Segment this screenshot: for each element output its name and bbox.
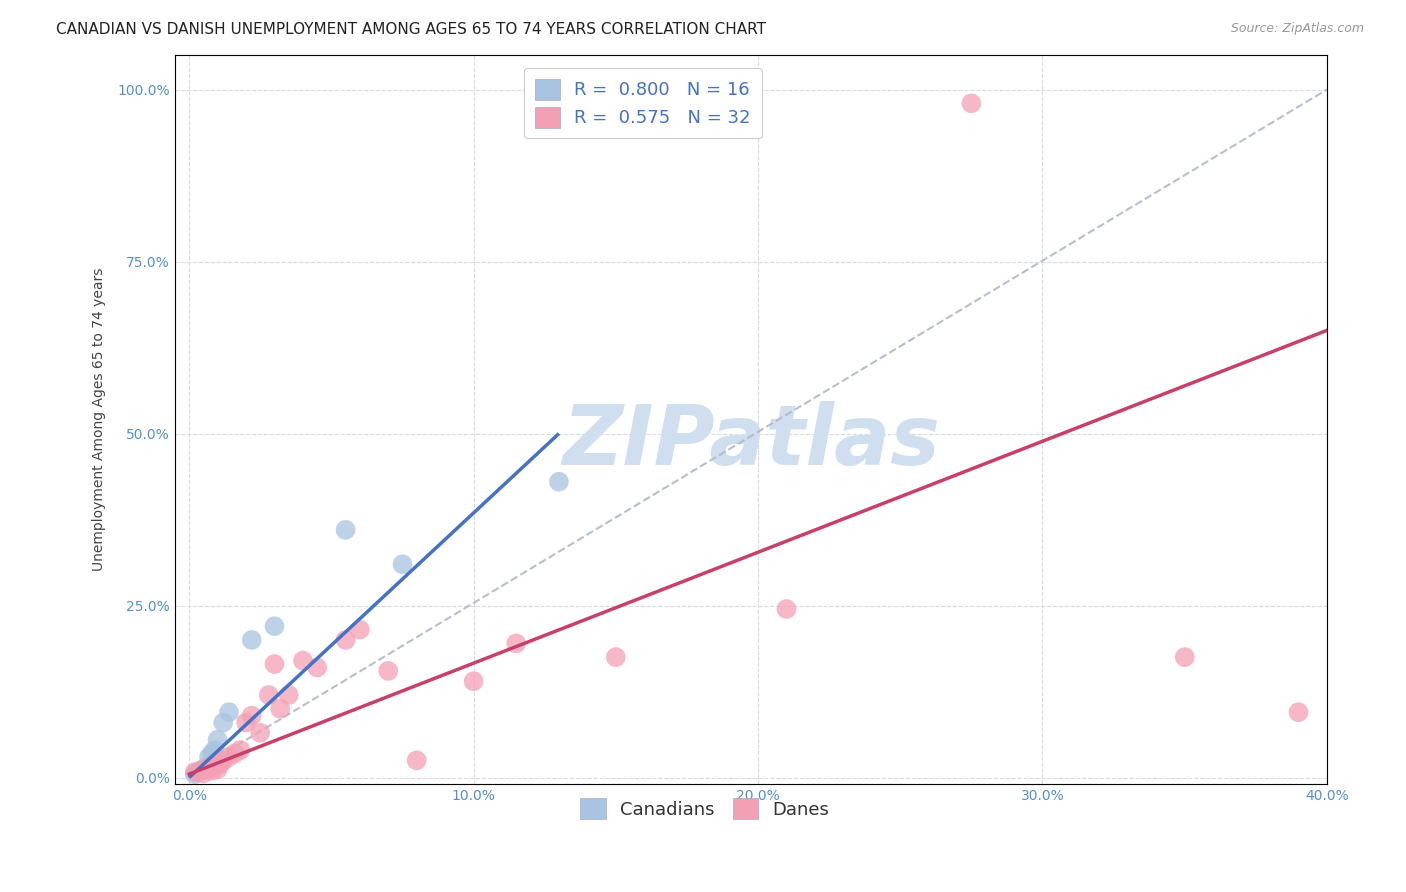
Point — [291, 654, 314, 668]
Point — [193, 762, 215, 776]
Point — [1288, 705, 1310, 719]
Point — [775, 602, 797, 616]
Point — [463, 674, 485, 689]
Point — [349, 623, 371, 637]
Point — [257, 688, 280, 702]
Text: Source: ZipAtlas.com: Source: ZipAtlas.com — [1230, 22, 1364, 36]
Point — [190, 764, 212, 778]
Point — [190, 764, 212, 778]
Point — [184, 767, 207, 781]
Legend: Canadians, Danes: Canadians, Danes — [574, 791, 837, 827]
Point — [207, 762, 229, 776]
Y-axis label: Unemployment Among Ages 65 to 74 years: Unemployment Among Ages 65 to 74 years — [93, 268, 107, 572]
Point — [335, 632, 357, 647]
Text: ZIPatlas: ZIPatlas — [562, 401, 939, 483]
Point — [548, 475, 571, 489]
Point — [195, 760, 218, 774]
Point — [263, 619, 285, 633]
Point — [405, 753, 427, 767]
Point — [209, 756, 232, 771]
Point — [224, 747, 246, 761]
Point — [505, 636, 527, 650]
Point — [204, 743, 226, 757]
Point — [198, 750, 221, 764]
Point — [391, 558, 413, 572]
Point — [307, 660, 329, 674]
Point — [201, 747, 224, 761]
Point — [235, 715, 257, 730]
Point — [1174, 650, 1197, 665]
Point — [212, 715, 235, 730]
Point — [207, 732, 229, 747]
Point — [263, 657, 285, 671]
Point — [198, 760, 221, 774]
Point — [218, 705, 240, 719]
Point — [335, 523, 357, 537]
Point — [240, 632, 263, 647]
Point — [605, 650, 627, 665]
Point — [960, 96, 983, 111]
Point — [201, 764, 224, 778]
Point — [187, 765, 209, 780]
Point — [193, 766, 215, 780]
Point — [204, 758, 226, 772]
Point — [269, 702, 291, 716]
Point — [195, 762, 218, 776]
Point — [249, 726, 271, 740]
Point — [184, 765, 207, 780]
Point — [212, 753, 235, 767]
Point — [277, 688, 299, 702]
Point — [377, 664, 399, 678]
Point — [240, 708, 263, 723]
Point — [229, 743, 252, 757]
Point — [218, 750, 240, 764]
Text: CANADIAN VS DANISH UNEMPLOYMENT AMONG AGES 65 TO 74 YEARS CORRELATION CHART: CANADIAN VS DANISH UNEMPLOYMENT AMONG AG… — [56, 22, 766, 37]
